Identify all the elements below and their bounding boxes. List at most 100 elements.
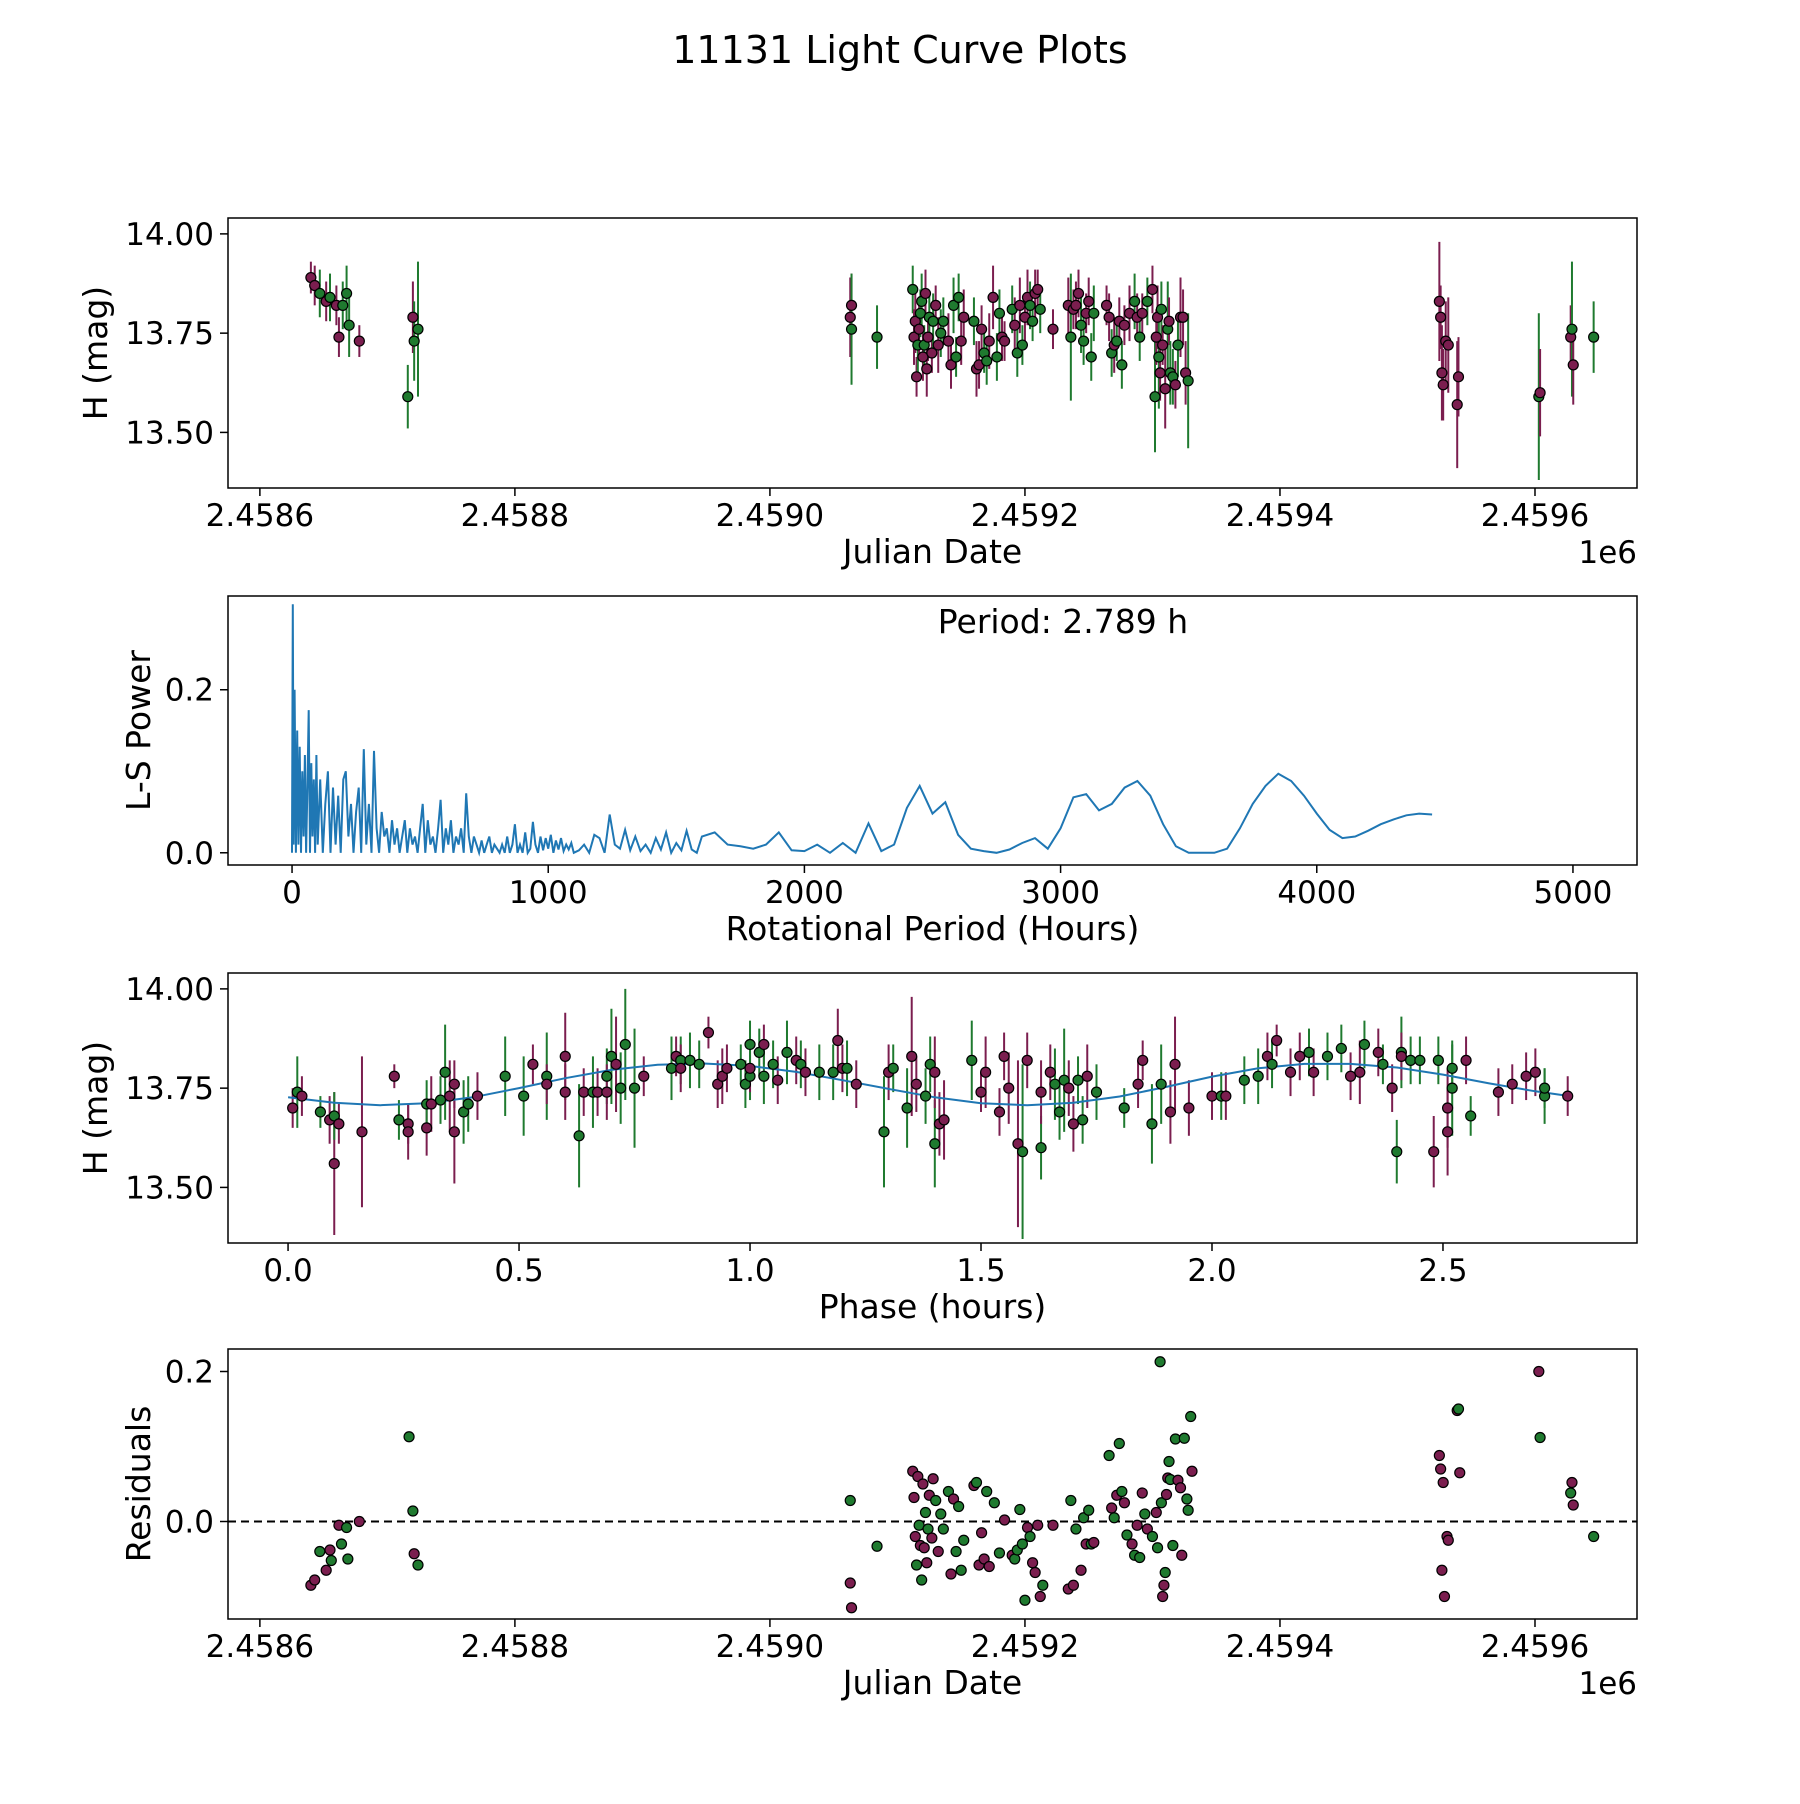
phased-point bbox=[471, 1090, 484, 1102]
residuals-point bbox=[1534, 1431, 1546, 1444]
residuals-point bbox=[1436, 1564, 1448, 1576]
residuals-point bbox=[1016, 1538, 1028, 1550]
phased-point bbox=[1428, 1146, 1440, 1158]
lightcurve-point bbox=[845, 299, 858, 311]
residuals-point bbox=[1065, 1494, 1077, 1507]
lightcurve-point bbox=[945, 359, 957, 371]
residuals-point bbox=[1070, 1523, 1082, 1535]
phased-point bbox=[975, 1086, 987, 1098]
phased-point bbox=[518, 1090, 530, 1102]
residuals-xtick-label: 2.4596 bbox=[1481, 1629, 1589, 1665]
lightcurve-point bbox=[353, 335, 365, 347]
phased-point bbox=[938, 1114, 950, 1126]
periodogram-plot-area bbox=[291, 604, 1433, 857]
phased-point bbox=[910, 1078, 922, 1090]
residuals-ytick-label: 0.0 bbox=[165, 1505, 214, 1541]
lightcurve-point bbox=[1065, 331, 1077, 343]
residuals-point bbox=[935, 1508, 947, 1520]
phased-point bbox=[601, 1070, 613, 1082]
residuals-point bbox=[353, 1515, 365, 1528]
lightcurve-point bbox=[1078, 335, 1090, 347]
lightcurve-xlabel: Julian Date bbox=[841, 532, 1023, 571]
lightcurve-point bbox=[309, 279, 321, 292]
residuals-panel: 2.4586 2.4588 2.4590 2.4592 2.4594 2.4596 0.0 0… bbox=[119, 1348, 1638, 1702]
residuals-point bbox=[1438, 1590, 1451, 1603]
periodogram-xtick-label: 2000 bbox=[765, 875, 844, 911]
residuals-point bbox=[1019, 1594, 1031, 1606]
periodogram-xtick-label: 0 bbox=[282, 875, 302, 911]
lightcurve-point bbox=[1034, 303, 1046, 315]
phased-point bbox=[1354, 1066, 1366, 1078]
phased-point bbox=[850, 1078, 862, 1090]
phased-point bbox=[980, 1066, 992, 1078]
phased-point bbox=[628, 1082, 641, 1094]
residuals-point bbox=[988, 1497, 1000, 1509]
lightcurve-point bbox=[932, 339, 944, 351]
residuals-point bbox=[1437, 1476, 1449, 1489]
residuals-point bbox=[1134, 1551, 1146, 1564]
phased-point bbox=[901, 1102, 913, 1114]
phased-point bbox=[665, 1062, 678, 1074]
residuals-point bbox=[342, 1553, 354, 1565]
phased-point bbox=[1271, 1034, 1283, 1047]
phased-point bbox=[906, 1050, 918, 1062]
residuals-point bbox=[916, 1574, 928, 1586]
lightcurve-point bbox=[968, 315, 980, 327]
lightcurve-panel: 2.4586 2.4588 2.4590 2.4592 2.4594 2.4596 13.5… bbox=[76, 217, 1638, 571]
lightcurve-point bbox=[1134, 331, 1146, 343]
residuals-point bbox=[1146, 1530, 1159, 1543]
phased-point bbox=[744, 1038, 756, 1051]
residuals-point bbox=[324, 1544, 336, 1556]
phased-xtick-label: 0.0 bbox=[263, 1253, 312, 1289]
lightcurve-point bbox=[412, 323, 424, 335]
lightcurve-point bbox=[1451, 399, 1463, 411]
phased-point bbox=[993, 1106, 1006, 1118]
phased-point bbox=[1372, 1046, 1384, 1059]
phased-point bbox=[1155, 1078, 1167, 1090]
phased-point bbox=[444, 1090, 456, 1102]
phased-ylabel: H (mag) bbox=[76, 1041, 115, 1175]
phased-point bbox=[591, 1086, 604, 1098]
phased-point bbox=[559, 1086, 571, 1098]
lightcurve-point bbox=[343, 319, 355, 331]
lightcurve-point bbox=[993, 307, 1006, 319]
lightcurve-point bbox=[922, 331, 934, 343]
residuals-point bbox=[1158, 1579, 1170, 1591]
phased-point bbox=[1035, 1086, 1047, 1098]
phased-point bbox=[1284, 1066, 1297, 1078]
lightcurve-point bbox=[1011, 347, 1023, 359]
residuals-xtick-label: 2.4592 bbox=[971, 1629, 1079, 1665]
phased-xlabel: Phase (hours) bbox=[819, 1287, 1047, 1326]
lightcurve-point bbox=[1182, 375, 1194, 387]
residuals-point bbox=[1174, 1482, 1187, 1494]
lightcurve-point bbox=[942, 335, 955, 347]
phased-point bbox=[1562, 1090, 1574, 1102]
residuals-point bbox=[950, 1545, 962, 1558]
residuals-point bbox=[917, 1478, 929, 1490]
residuals-point bbox=[918, 1542, 930, 1554]
phased-point bbox=[1335, 1042, 1347, 1055]
phased-point bbox=[1067, 1118, 1080, 1130]
lightcurve-point bbox=[1435, 311, 1447, 323]
phased-point bbox=[1072, 1074, 1084, 1086]
phased-point bbox=[1395, 1050, 1407, 1062]
residuals-point bbox=[1185, 1410, 1197, 1423]
phased-point bbox=[462, 1098, 474, 1110]
phased-point bbox=[887, 1062, 899, 1074]
periodogram-xtick-label: 5000 bbox=[1534, 875, 1613, 911]
phased-point bbox=[425, 1098, 437, 1110]
phased-point bbox=[601, 1086, 613, 1098]
lightcurve-point bbox=[337, 299, 349, 311]
phased-point bbox=[735, 1058, 747, 1070]
residuals-point bbox=[1167, 1539, 1179, 1552]
phased-point bbox=[527, 1058, 539, 1070]
lightcurve-point bbox=[1436, 367, 1448, 379]
residuals-point bbox=[1155, 1497, 1167, 1509]
lightcurve-point bbox=[1588, 331, 1600, 343]
phased-point bbox=[328, 1157, 340, 1170]
phased-point bbox=[1164, 1106, 1177, 1118]
lightcurve-point bbox=[1088, 307, 1100, 319]
residuals-point bbox=[953, 1500, 965, 1513]
residuals-point bbox=[844, 1494, 856, 1507]
phased-point bbox=[998, 1050, 1010, 1062]
